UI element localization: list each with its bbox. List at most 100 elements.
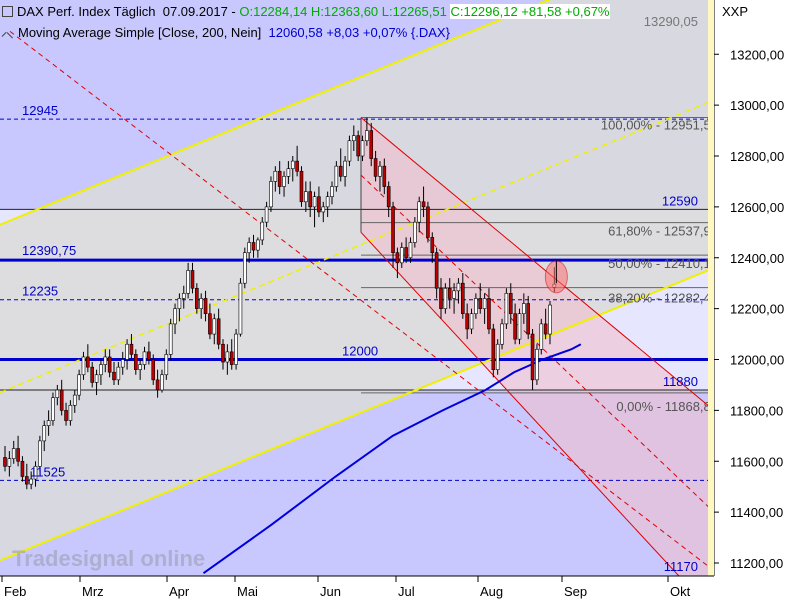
candle[interactable]	[399, 247, 404, 264]
candle[interactable]	[38, 440, 42, 467]
candle[interactable]	[351, 135, 356, 142]
candle[interactable]	[16, 448, 20, 462]
candle[interactable]	[151, 359, 156, 381]
candle[interactable]	[243, 252, 247, 284]
candle[interactable]	[465, 313, 469, 330]
candle[interactable]	[116, 366, 121, 381]
candle[interactable]	[107, 356, 112, 373]
candle[interactable]	[90, 366, 94, 383]
candle[interactable]	[247, 242, 251, 253]
candle[interactable]	[382, 165, 387, 187]
candle[interactable]	[299, 170, 304, 203]
candle[interactable]	[186, 270, 190, 294]
candle[interactable]	[155, 379, 160, 391]
candle[interactable]	[20, 460, 25, 477]
candle[interactable]	[260, 221, 265, 241]
candle[interactable]	[417, 201, 422, 223]
candle[interactable]	[456, 282, 461, 292]
candle[interactable]	[295, 160, 299, 172]
candle[interactable]	[439, 287, 443, 309]
candle[interactable]	[33, 466, 38, 480]
candle[interactable]	[7, 458, 12, 467]
candle[interactable]	[273, 170, 278, 182]
candle[interactable]	[469, 313, 474, 330]
candle[interactable]	[373, 158, 378, 177]
candle[interactable]	[77, 374, 81, 396]
candle[interactable]	[317, 196, 321, 213]
candle[interactable]	[11, 448, 16, 460]
candle[interactable]	[55, 389, 60, 398]
candle[interactable]	[343, 160, 347, 177]
candle[interactable]	[168, 323, 173, 355]
candle[interactable]	[356, 135, 360, 157]
candle[interactable]	[199, 298, 203, 309]
candle[interactable]	[447, 287, 452, 299]
candle[interactable]	[112, 371, 116, 381]
candle[interactable]	[81, 356, 86, 376]
candle[interactable]	[160, 374, 164, 391]
candle[interactable]	[221, 343, 225, 363]
candle[interactable]	[443, 287, 448, 309]
candle[interactable]	[68, 404, 73, 421]
candle[interactable]	[256, 239, 260, 251]
candle[interactable]	[495, 343, 500, 370]
candle[interactable]	[539, 323, 544, 350]
candle[interactable]	[72, 394, 77, 406]
candle[interactable]	[478, 298, 483, 309]
candle[interactable]	[338, 165, 343, 177]
candle[interactable]	[543, 323, 548, 335]
candle[interactable]	[330, 186, 334, 197]
candle[interactable]	[138, 364, 142, 370]
candle[interactable]	[190, 270, 195, 289]
candle[interactable]	[234, 333, 238, 365]
candle[interactable]	[304, 191, 308, 203]
candle[interactable]	[500, 323, 504, 345]
candle[interactable]	[391, 206, 395, 253]
candle[interactable]	[277, 170, 282, 187]
candle[interactable]	[120, 359, 125, 368]
candle[interactable]	[522, 303, 526, 315]
candle[interactable]	[181, 293, 186, 299]
candle[interactable]	[378, 165, 382, 177]
candle[interactable]	[386, 186, 391, 208]
candle[interactable]	[474, 298, 478, 315]
candle[interactable]	[208, 313, 212, 335]
candle[interactable]	[321, 206, 326, 213]
candle[interactable]	[347, 140, 352, 162]
candle[interactable]	[94, 374, 99, 383]
candle[interactable]	[24, 476, 29, 485]
candle[interactable]	[142, 351, 147, 365]
candle[interactable]	[460, 282, 465, 315]
candle[interactable]	[238, 282, 243, 335]
candle[interactable]	[46, 420, 51, 426]
candle[interactable]	[173, 308, 177, 325]
candle[interactable]	[86, 356, 90, 368]
candle[interactable]	[482, 298, 487, 309]
candle[interactable]	[99, 364, 103, 376]
candle[interactable]	[434, 252, 439, 289]
candle[interactable]	[430, 237, 435, 253]
candle[interactable]	[491, 328, 496, 370]
candle[interactable]	[42, 425, 47, 442]
candle[interactable]	[264, 206, 269, 223]
candle[interactable]	[64, 410, 68, 421]
candle[interactable]	[290, 160, 295, 170]
candle[interactable]	[282, 176, 286, 187]
candle[interactable]	[421, 201, 426, 208]
candle[interactable]	[51, 397, 55, 421]
candle[interactable]	[308, 191, 313, 208]
candle[interactable]	[125, 343, 129, 360]
candle[interactable]	[212, 318, 217, 335]
candle[interactable]	[360, 140, 365, 157]
candle[interactable]	[3, 457, 7, 467]
candle[interactable]	[129, 343, 134, 355]
candle[interactable]	[535, 349, 539, 381]
candle[interactable]	[164, 354, 169, 376]
candle[interactable]	[229, 351, 234, 365]
candle[interactable]	[325, 196, 330, 208]
candle[interactable]	[334, 165, 339, 187]
candle[interactable]	[517, 313, 522, 340]
candle[interactable]	[408, 242, 413, 259]
candle[interactable]	[203, 298, 208, 315]
